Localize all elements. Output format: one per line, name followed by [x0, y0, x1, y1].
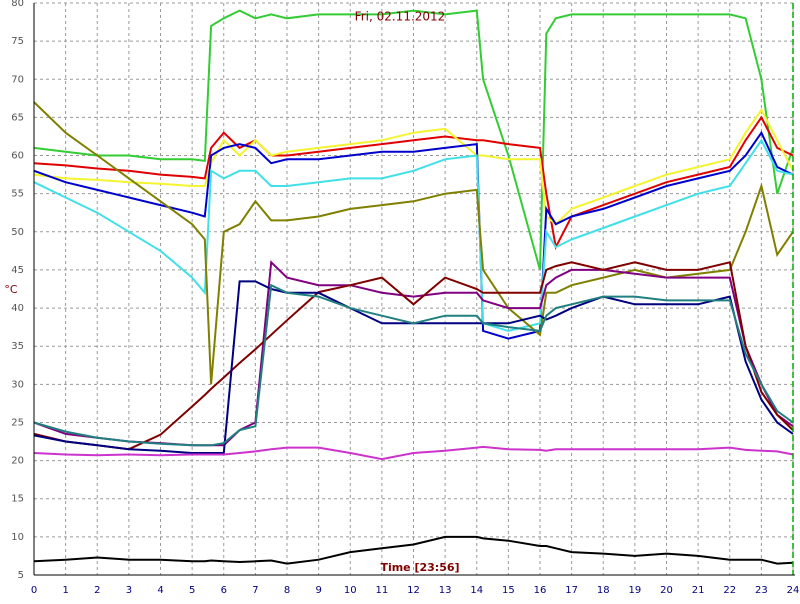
series-line: [33, 138, 794, 332]
x-tick-label: 22: [723, 585, 736, 596]
x-tick-label: 0: [31, 585, 37, 596]
x-tick-label: 8: [284, 585, 290, 596]
x-tick-label: 14: [470, 585, 483, 596]
series-line: [33, 280, 794, 454]
grid: [33, 2, 794, 576]
x-axis-label: Time [23:56]: [380, 561, 459, 574]
series-line: [33, 101, 794, 385]
x-tick-label: 20: [660, 585, 673, 596]
x-tick-label: 21: [692, 585, 705, 596]
x-tick-label: 9: [315, 585, 321, 596]
lines: [33, 9, 794, 565]
series-line: [33, 535, 794, 565]
y-tick-label: 40: [11, 303, 24, 314]
x-tick-label: 18: [597, 585, 610, 596]
y-tick-label: 25: [11, 417, 24, 428]
x-tick-label: 2: [94, 585, 100, 596]
x-tick-label: 10: [344, 585, 357, 596]
series-line: [33, 130, 794, 340]
series-line: [33, 283, 794, 447]
x-tick-label: 11: [376, 585, 389, 596]
x-tick-label: 15: [502, 585, 515, 596]
series-line: [33, 445, 794, 461]
y-tick-label: 20: [11, 456, 24, 467]
y-tick-label: 70: [11, 74, 24, 85]
x-tick-label: 17: [565, 585, 578, 596]
y-tick-label: 30: [11, 379, 24, 390]
series-line: [33, 115, 794, 251]
y-tick-label: 10: [11, 532, 24, 543]
x-tick-label: 5: [189, 585, 195, 596]
x-tick-label: 23: [755, 585, 768, 596]
y-tick-label: 55: [11, 189, 24, 200]
y-axis-label: °C: [4, 283, 18, 296]
x-tick-label: 12: [407, 585, 420, 596]
y-tick-label: 15: [11, 494, 24, 505]
x-tick-label: 3: [126, 585, 132, 596]
x-tick-label: 4: [157, 585, 163, 596]
x-tick-label: 16: [534, 585, 547, 596]
chart-title: Fri, 02.11.2012: [355, 10, 446, 24]
y-tick-label: 80: [11, 0, 24, 9]
y-tick-label: 35: [11, 341, 24, 352]
y-tick-label: 65: [11, 112, 24, 123]
x-tick-label: 24: [787, 585, 800, 596]
y-tick-label: 60: [11, 151, 24, 162]
y-tick-label: 45: [11, 265, 24, 276]
x-tick-label: 6: [221, 585, 227, 596]
y-tick-label: 50: [11, 227, 24, 238]
x-tick-label: 7: [252, 585, 258, 596]
x-tick-label: 19: [629, 585, 642, 596]
x-tick-label: 13: [439, 585, 452, 596]
series-line: [33, 9, 794, 271]
x-tick-label: 1: [62, 585, 68, 596]
y-tick-label: 5: [18, 570, 24, 581]
series-line: [33, 261, 794, 451]
y-tick-label: 75: [11, 36, 24, 47]
series-line: [33, 107, 794, 226]
